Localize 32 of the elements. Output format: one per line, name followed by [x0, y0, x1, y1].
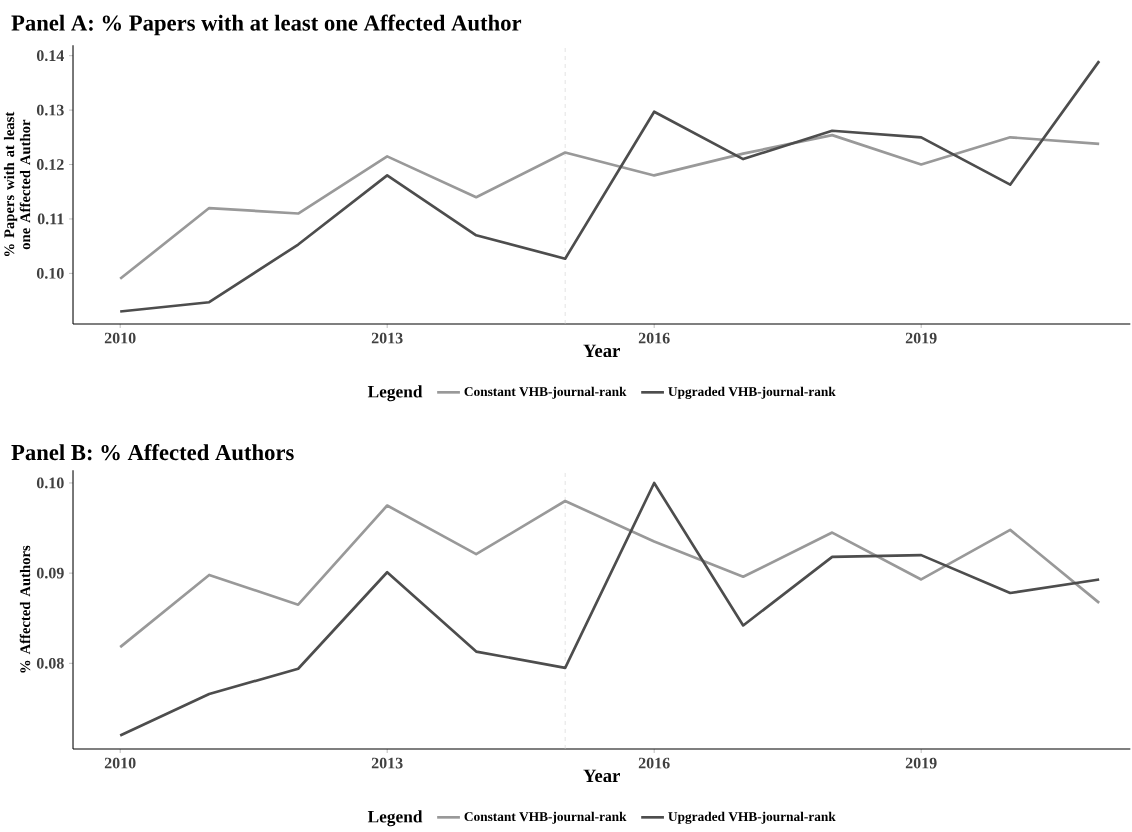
- line-series: [118, 59, 1101, 313]
- legend-label: Upgraded VHB-journal-rank: [668, 811, 836, 824]
- line-series: [118, 499, 1101, 649]
- y-tick-label: 0.12: [36, 159, 64, 170]
- line-series: [118, 133, 1101, 281]
- x-axis-title: Year: [583, 344, 620, 358]
- y-tick-label: 0.09: [36, 567, 64, 579]
- line-series: [118, 481, 1101, 737]
- x-tick-label: 2016: [638, 757, 670, 769]
- legend-label: Upgraded VHB-journal-rank: [668, 386, 836, 399]
- x-tick-label: 2010: [104, 332, 136, 344]
- chart-title: Panel A: % Papers with at least one Affected Author: [11, 14, 522, 36]
- y-axis-title: % Papers with at least one Affected Author: [3, 111, 31, 257]
- y-tick-label: 0.13: [36, 104, 64, 116]
- legend-title: Legend: [367, 810, 423, 827]
- x-tick-label: 2013: [371, 757, 403, 769]
- y-tick-label: 0.08: [36, 657, 64, 669]
- x-tick-label: 2019: [905, 332, 937, 344]
- y-tick-label: 0.14: [36, 50, 65, 62]
- legend-title: Legend: [367, 385, 423, 402]
- y-tick-label: 0.11: [37, 213, 64, 225]
- legend-label: Constant VHB-journal-rank: [464, 386, 627, 399]
- x-tick-label: 2019: [905, 757, 937, 769]
- x-tick-label: 2010: [104, 757, 136, 769]
- x-axis-title: Year: [583, 769, 620, 783]
- y-axis-title: % Affected Authors: [19, 545, 31, 673]
- y-tick-label: 0.10: [36, 267, 64, 279]
- x-tick-label: 2016: [638, 332, 670, 344]
- chart-title: Panel B: % Affected Authors: [11, 444, 294, 461]
- y-tick-label: 0.10: [36, 477, 64, 489]
- legend-label: Constant VHB-journal-rank: [464, 811, 627, 824]
- x-tick-label: 2013: [371, 332, 403, 344]
